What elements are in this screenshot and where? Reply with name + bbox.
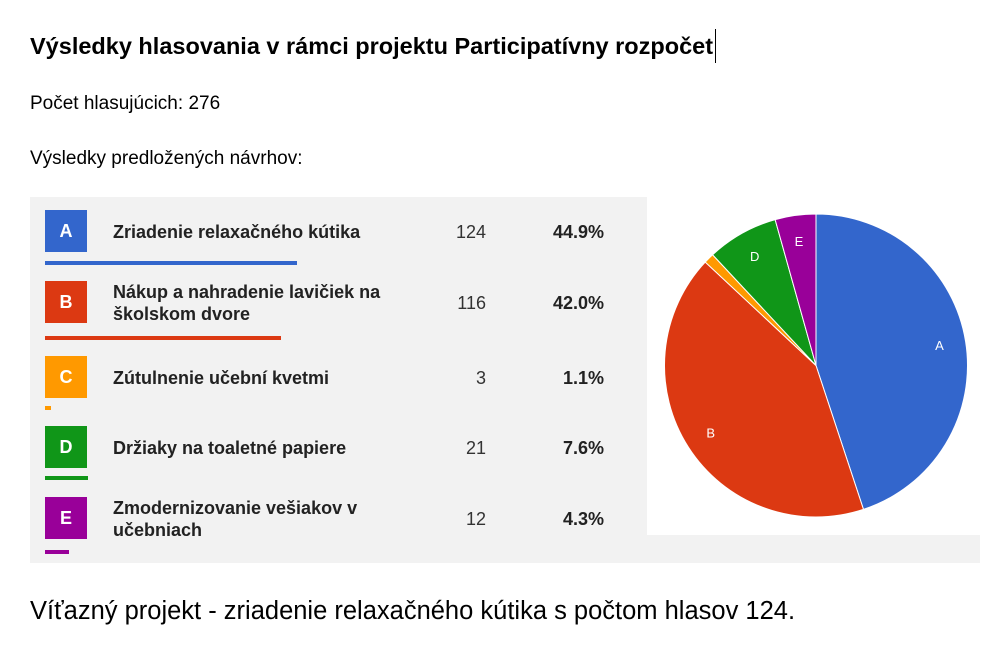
pie-slice-a (815, 213, 968, 511)
option-label: Zriadenie relaxačného kútika (113, 222, 361, 242)
legend-letter: A (59, 221, 73, 241)
pie-chart: A B D E (664, 213, 968, 518)
legend-letter: C (59, 367, 73, 387)
percentage-bar (45, 336, 282, 340)
legend-letter: E (59, 508, 72, 528)
option-label-cell: Zmodernizovanie vešiakov v učebniach (113, 497, 403, 541)
option-label-cell: Zriadenie relaxačného kútika (113, 210, 403, 254)
vote-count: 3 (475, 368, 486, 388)
pie-label-b: B (706, 425, 715, 440)
legend-badge-a: A (45, 210, 87, 252)
legend-badge-e: E (45, 497, 87, 539)
percentage-bar (45, 550, 70, 554)
legend-letter: D (59, 437, 73, 457)
legend-letter: B (59, 292, 73, 312)
voter-count-line: Počet hlasujúcich: 276 (30, 92, 220, 116)
option-label: Zmodernizovanie vešiakov v učebniach (113, 498, 358, 540)
voter-count-label: Počet hlasujúcich: (30, 93, 184, 114)
legend-badge-d: D (45, 426, 87, 468)
option-label-cell: Držiaky na toaletné papiere (113, 426, 403, 470)
legend-badge-b: B (45, 281, 87, 323)
vote-percentage: 4.3% (562, 509, 604, 529)
pie-label-d: D (750, 249, 759, 264)
legend-row-e: E Zmodernizovanie vešiakov v učebniach 1… (30, 497, 647, 554)
vote-percentage: 7.6% (562, 438, 604, 458)
legend-row-c: C Zútulnenie učební kvetmi 3 1.1% (30, 356, 647, 410)
pie-label-a: A (935, 338, 944, 353)
option-label: Nákup a nahradenie lavičiek na školskom … (113, 282, 381, 324)
legend-row-a: A Zriadenie relaxačného kútika 124 44.9% (30, 210, 647, 265)
pie-slice-b (664, 261, 865, 518)
winner-statement: Víťazný projekt - zriadenie relaxačného … (30, 597, 796, 625)
vote-count: 124 (455, 222, 486, 242)
legend-row-d: D Držiaky na toaletné papiere 21 7.6% (30, 426, 647, 480)
vote-count: 12 (465, 509, 486, 529)
option-label-cell: Nákup a nahradenie lavičiek na školskom … (113, 281, 403, 325)
option-label-cell: Zútulnenie učební kvetmi (113, 356, 403, 400)
text-cursor (715, 29, 717, 63)
vote-percentage: 44.9% (552, 222, 604, 242)
percentage-bar (45, 406, 52, 410)
vote-count: 116 (457, 293, 486, 313)
document-title-text: Výsledky hlasovania v rámci projektu Par… (30, 33, 714, 59)
legend-row-b: B Nákup a nahradenie lavičiek na školsko… (30, 281, 647, 340)
pie-slice-e (774, 213, 817, 366)
pie-chart-area: A B D E (647, 197, 980, 535)
option-label: Držiaky na toaletné papiere (113, 438, 347, 458)
option-label: Zútulnenie učební kvetmi (113, 368, 330, 388)
percentage-bar (45, 476, 88, 480)
vote-count: 21 (465, 438, 486, 458)
percentage-bar (45, 261, 298, 265)
results-heading: Výsledky predložených návrhov: (30, 148, 303, 169)
voter-count-value: 276 (188, 93, 221, 114)
pie-label-e: E (795, 234, 804, 249)
vote-percentage: 42.0% (552, 293, 604, 313)
document-title: Výsledky hlasovania v rámci projektu Par… (30, 29, 717, 63)
legend-badge-c: C (45, 356, 87, 398)
vote-percentage: 1.1% (562, 368, 604, 388)
results-chart-image[interactable]: A Zriadenie relaxačného kútika 124 44.9%… (30, 197, 980, 563)
